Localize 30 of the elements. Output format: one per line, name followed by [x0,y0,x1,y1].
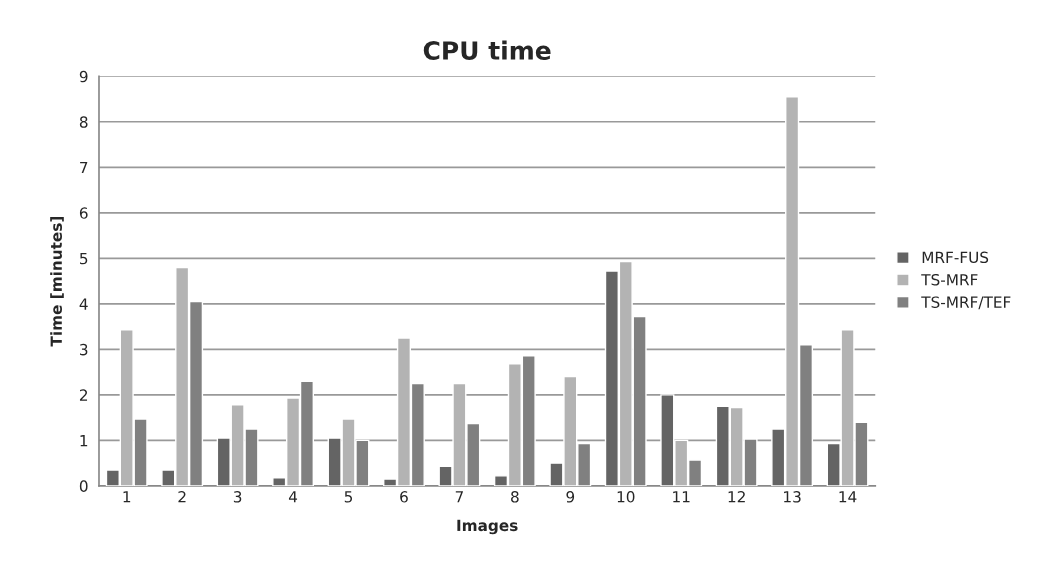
x-tick-label: 9 [566,491,575,503]
y-tick-label: 4 [79,298,88,310]
x-tick-label: 2 [178,491,186,503]
x-tick-label: 13 [784,491,801,503]
x-tick-label: 10 [617,491,635,503]
y-tick-label: 6 [79,207,88,219]
x-tick-label: 12 [728,491,745,503]
y-tick-label: 8 [79,116,88,128]
legend-label: TS-MRF/TEF [921,296,1011,310]
y-tick-label: 0 [79,480,88,492]
y-tick-label: 5 [80,253,88,265]
x-tick-label: 7 [455,491,463,503]
x-axis-title: Images [457,519,518,535]
x-tick-label: 5 [344,491,353,503]
legend-label: MRF-FUS [922,251,989,264]
chart-title: CPU time [423,40,551,60]
x-tick-label: 4 [288,491,298,503]
x-tick-label: 1 [123,491,131,503]
y-tick-label: 7 [80,161,88,174]
x-tick-label: 11 [673,491,690,503]
y-tick-label: 1 [80,435,88,447]
x-tick-label: 14 [839,491,857,503]
legend-label: TS-MRF [921,273,978,286]
x-tick-label: 3 [233,491,242,503]
y-tick-label: 3 [80,343,88,356]
x-tick-label: 8 [511,491,519,503]
x-tick-label: 6 [400,491,408,503]
y-tick-label: 9 [79,70,88,83]
y-axis-title: Time [minutes] [50,216,64,347]
y-tick-label: 2 [79,389,88,401]
